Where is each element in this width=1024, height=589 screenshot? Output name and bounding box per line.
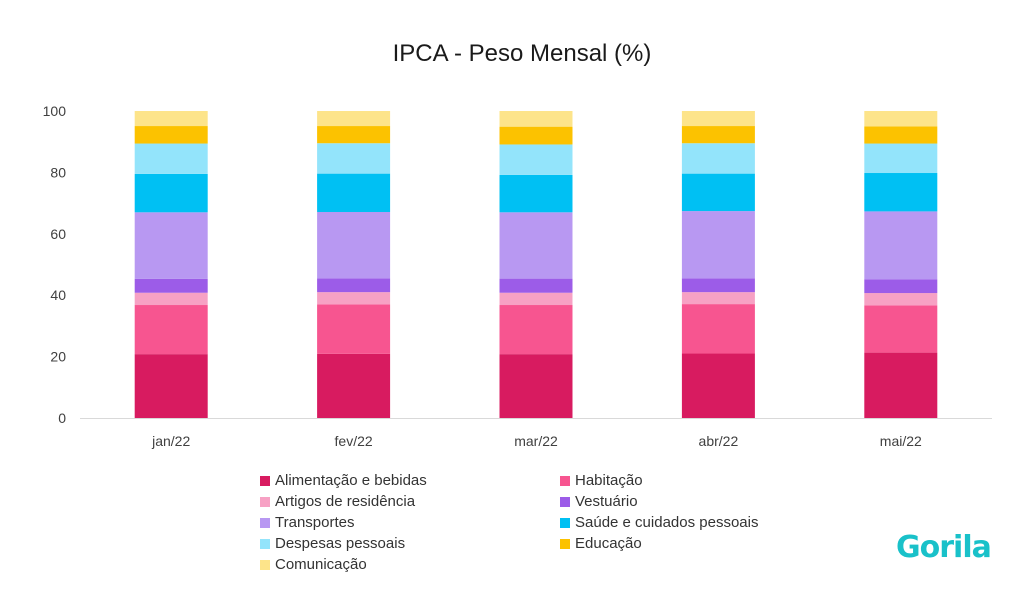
stacked-bar [134,111,208,418]
bar-segment [681,353,755,418]
legend-swatch [560,475,570,486]
legend-swatch [260,496,270,507]
y-tick-label: 0 [58,410,66,426]
legend-label: Comunicação [275,556,367,573]
bar-segment [317,173,391,213]
legend-label: Despesas pessoais [275,535,406,552]
legend-label: Vestuário [575,493,638,510]
legend-label: Artigos de residência [275,493,416,510]
logo-text: Gorila [896,530,992,565]
bar-segment [681,111,755,127]
legend-label: Educação [575,535,642,552]
bar-segment [317,126,391,144]
bar-segment [864,173,938,212]
bar-segment [134,354,208,418]
y-axis-ticks: 0 20 40 60 80 100 [43,103,67,426]
legend-item: Saúde e cuidados pessoais [560,512,820,533]
stacked-bar [317,111,391,418]
bar-segment [317,111,391,127]
bar-segment [317,212,391,279]
legend-swatch [260,559,270,570]
legend-swatch [560,538,570,549]
bar-segment [134,292,208,306]
legend-item: Alimentação e bebidas [260,470,560,491]
bar-segment [499,305,573,355]
bar-segment [499,212,573,279]
bar-segment [134,212,208,279]
legend-item: Educação [560,533,820,554]
stacked-bar [681,111,755,418]
legend-swatch [260,538,270,549]
bar-segment [134,143,208,174]
bar-segment [864,352,938,418]
x-tick-label: jan/22 [151,433,190,449]
chart-title: IPCA - Peso Mensal (%) [393,40,652,67]
legend: Alimentação e bebidas Habitação Artigos de… [260,470,820,575]
bar-segment [864,211,938,280]
bar-segment [681,292,755,305]
bar-segment [864,279,938,294]
legend-label: Alimentação e bebidas [275,472,427,489]
legend-item: Vestuário [560,491,820,512]
legend-item: Habitação [560,470,820,491]
bar-segment [499,278,573,293]
x-tick-label: mar/22 [514,433,558,449]
bar-segment [134,111,208,127]
bar-segment [499,174,573,213]
bar-segment [681,304,755,354]
legend-label: Habitação [575,472,643,489]
bar-segment [681,126,755,144]
bar-segment [864,111,938,127]
y-tick-label: 40 [50,287,66,303]
bar-segment [317,292,391,305]
bar-segment [499,144,573,175]
bar-segment [134,278,208,293]
stacked-bar-chart: IPCA - Peso Mensal (%) 0 20 40 60 80 100 jan/… [43,40,992,449]
bar-segment [681,143,755,174]
legend-swatch [260,475,270,486]
x-tick-label: mai/22 [880,433,922,449]
legend-swatch [260,517,270,528]
bar-segment [864,126,938,144]
x-tick-label: abr/22 [699,433,739,449]
x-axis-ticks: jan/22 fev/22 mar/22 abr/22 mai/22 [151,433,922,449]
bar-segment [864,305,938,353]
bar-segment [681,278,755,293]
legend-swatch [560,496,570,507]
legend-item: Artigos de residência [260,491,560,512]
gorila-logo: Gorila [896,530,992,565]
legend-item: Despesas pessoais [260,533,560,554]
bar-segment [134,126,208,144]
legend-label: Transportes [275,514,355,531]
y-tick-label: 20 [50,349,66,365]
x-tick-label: fev/22 [335,433,373,449]
y-tick-label: 80 [50,164,66,180]
bar-segment [864,143,938,174]
bar-segment [681,173,755,212]
bar-segment [864,293,938,306]
bar-segment [317,278,391,293]
bar-segment [681,211,755,279]
bar-segment [134,173,208,213]
legend-item: Transportes [260,512,560,533]
bar-segment [499,292,573,306]
bar-segment [499,111,573,127]
y-tick-label: 60 [50,226,66,242]
bar-segment [317,143,391,174]
legend-swatch [560,517,570,528]
bar-segment [134,305,208,355]
y-tick-label: 100 [43,103,67,119]
bars-group [134,111,938,418]
legend-item: Comunicação [260,554,560,575]
stacked-bar [864,111,938,418]
stacked-bar [499,111,573,418]
bar-segment [499,354,573,418]
legend-label: Saúde e cuidados pessoais [575,514,759,531]
bar-segment [317,304,391,354]
bar-segment [317,353,391,418]
bar-segment [499,126,573,145]
